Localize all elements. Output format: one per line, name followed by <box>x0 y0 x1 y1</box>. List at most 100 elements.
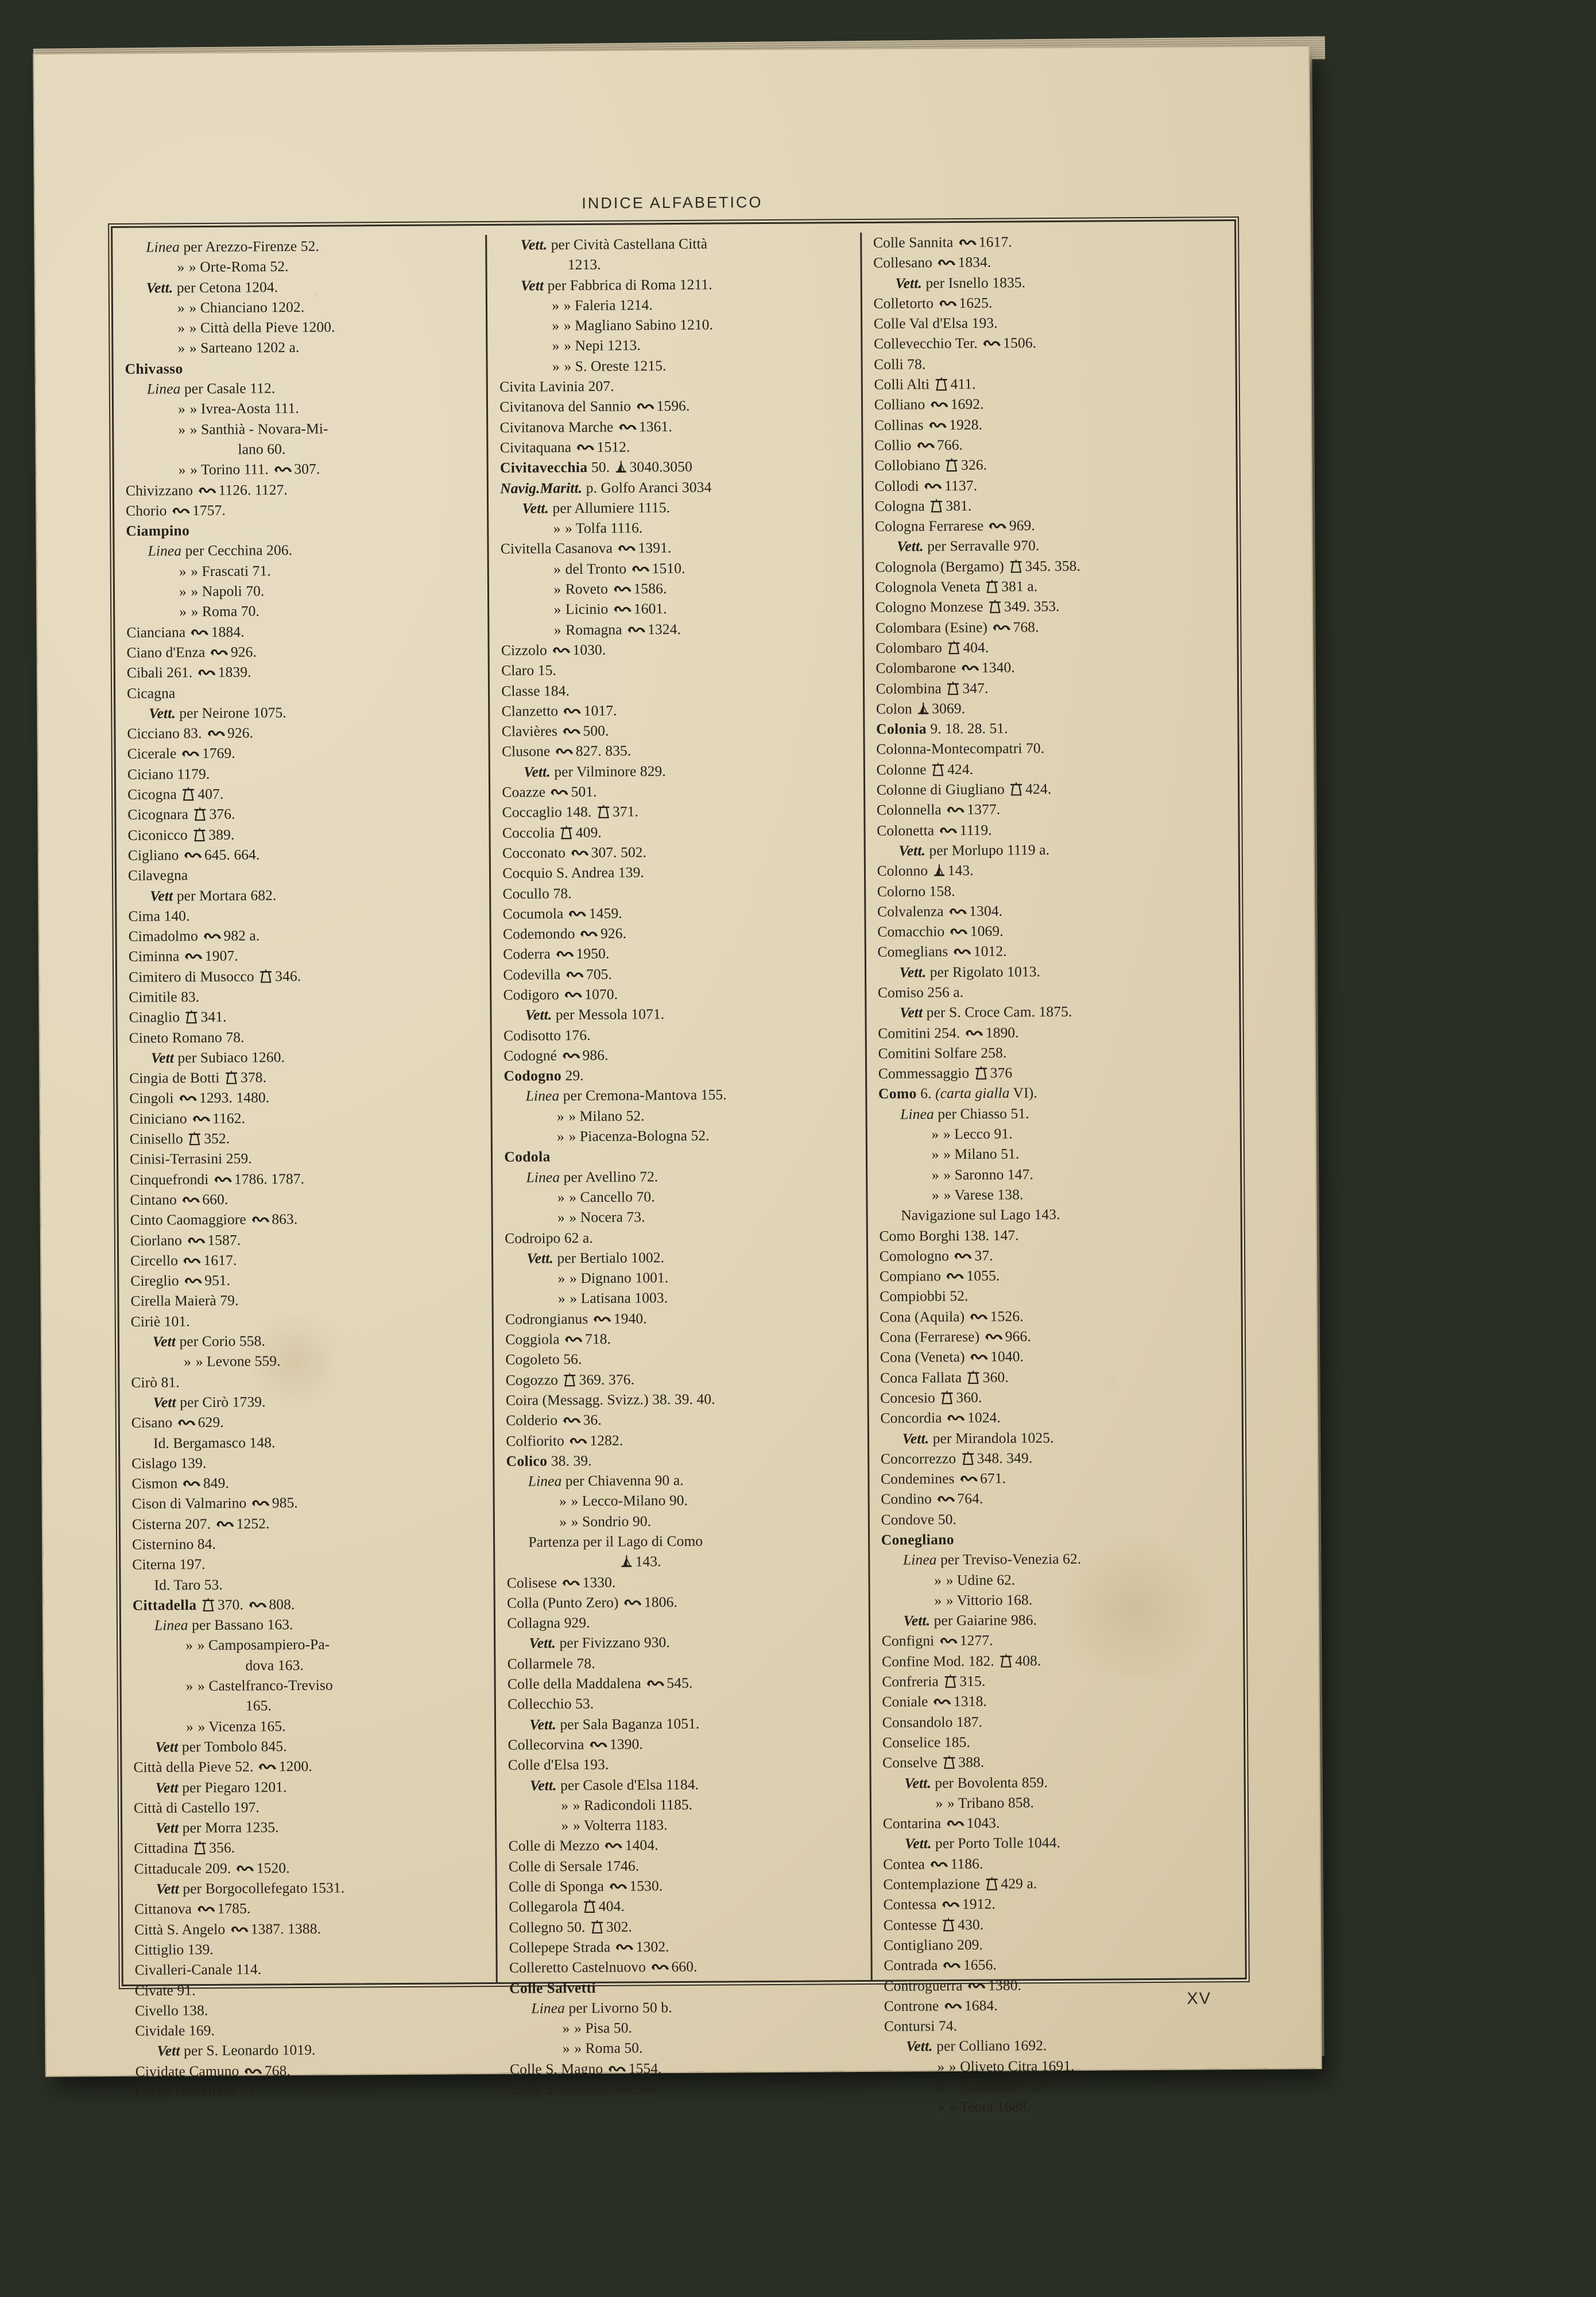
posthorn-icon <box>187 1236 205 1246</box>
posthorn-icon <box>207 729 225 739</box>
entry-text: » <box>931 1126 939 1143</box>
entry-text: » <box>559 1513 567 1530</box>
entry-text: per Mortara 682. <box>173 886 277 904</box>
entry-text: 1252. <box>236 1515 270 1532</box>
index-entry: Vett. per Porto Tolle 1044. <box>883 1832 1237 1854</box>
entry-text: » Varese 138. <box>939 1186 1024 1204</box>
index-entry: Codogné 986. <box>503 1043 857 1066</box>
posthorn-icon <box>563 1416 580 1426</box>
entry-text: 1282. <box>590 1432 623 1449</box>
index-entry: Codisotto 176. <box>503 1023 857 1046</box>
index-entry: Cisternino 84. <box>132 1532 486 1554</box>
entry-text: 660. <box>202 1190 228 1208</box>
entry-headword: Colonia <box>876 720 927 737</box>
index-entry: Vett per Mortara 682. <box>128 884 482 906</box>
entry-text: Vett. <box>906 2037 933 2055</box>
entry-text: Cona (Veneta) <box>880 1348 969 1366</box>
entry-text: Vett <box>520 276 544 294</box>
entry-text: 360. <box>982 1368 1009 1386</box>
posthorn-icon <box>983 339 1001 349</box>
tram-pylon-icon <box>259 969 272 983</box>
entry-text: Vett <box>900 1004 923 1021</box>
index-entry: Colle di Mezzo 1404. <box>509 1834 862 1857</box>
entry-text: » <box>561 1797 569 1814</box>
index-entry: Coccolia 409. <box>502 821 856 843</box>
tram-pylon-icon <box>946 458 958 472</box>
entry-text: » Roma 50. <box>570 2039 643 2057</box>
entry-text: » <box>562 2040 570 2057</box>
entry-text: Clavières <box>501 722 561 740</box>
index-entry: » » Magliano Sabino 1210. <box>499 314 853 336</box>
index-entry: » » Tribano 858. <box>882 1791 1236 1813</box>
entry-text: Conca Fallata <box>880 1368 966 1386</box>
entry-text: Codogné <box>503 1047 561 1064</box>
posthorn-icon <box>609 2064 626 2074</box>
index-entry: Comiso 256 a. <box>878 980 1231 1003</box>
index-entry: Civitavecchia 50. 3040.3050 <box>500 455 854 478</box>
entry-text: Ciano d'Enza <box>126 643 210 661</box>
entry-text: » <box>556 1107 564 1125</box>
index-entry: » » Torino 111. 307. <box>126 458 479 480</box>
posthorn-icon <box>627 625 645 635</box>
entry-text: 671. <box>979 1470 1006 1487</box>
entry-text: 424. <box>947 760 974 778</box>
entry-text: Colle di Sersale 1746. <box>508 1857 640 1875</box>
posthorn-icon <box>942 1900 960 1910</box>
index-entry: » Roveto 1586. <box>501 577 854 600</box>
entry-text: Vett <box>152 1333 176 1350</box>
posthorn-icon <box>619 422 636 432</box>
entry-text: Codrongianus <box>505 1310 592 1328</box>
entry-text: Chorio <box>126 502 171 519</box>
entry-text: » <box>937 2058 945 2075</box>
entry-text: Cologna Ferrarese <box>874 517 987 535</box>
posthorn-icon <box>947 805 964 815</box>
entry-text: Vett. <box>529 1634 556 1652</box>
index-entry: Cittadina 356. <box>134 1836 487 1859</box>
index-entry: Cividale 169. <box>135 2018 489 2041</box>
entry-text: Codigoro <box>503 986 563 1003</box>
tram-pylon-icon <box>940 1391 953 1405</box>
entry-text: Licinio <box>561 601 612 618</box>
entry-text: Colleretto Castelnuovo <box>509 1958 650 1977</box>
entry-text: 1070. <box>584 985 618 1003</box>
posthorn-icon <box>933 1697 951 1707</box>
posthorn-icon <box>949 907 967 917</box>
entry-text: » Napoli 70. <box>187 582 265 600</box>
entry-text: Colombina <box>876 679 946 697</box>
index-entry: Como 6. (carta gialla VI). <box>878 1082 1232 1104</box>
entry-text: Partenza per il Lago di Como <box>528 1532 703 1550</box>
posthorn-icon <box>637 402 654 412</box>
entry-text: 404. <box>963 639 989 656</box>
entry-text: 38. 39. <box>547 1452 592 1470</box>
entry-text: » Milano 51. <box>939 1145 1020 1163</box>
entry-text: Cicognara <box>127 806 192 823</box>
posthorn-icon <box>954 947 971 957</box>
posthorn-icon <box>192 1114 210 1124</box>
entry-text: 369. 376. <box>579 1371 635 1388</box>
entry-text: Navig.Maritt. <box>500 479 583 497</box>
entry-text: 1839. <box>218 663 251 681</box>
entry-text: Cicerale <box>127 745 181 763</box>
index-entry: Como Borghi 138. 147. <box>879 1224 1233 1246</box>
entry-text: 1625. <box>959 294 993 311</box>
entry-text: Vett. <box>529 1776 557 1794</box>
posthorn-icon <box>993 622 1010 633</box>
entry-text: Ciriè 101. <box>130 1312 190 1330</box>
entry-text: 1330. <box>582 1573 616 1591</box>
entry-text: Codisotto 176. <box>503 1026 591 1044</box>
posthorn-icon <box>624 1598 642 1608</box>
entry-text: per Cirò 1739. <box>176 1393 266 1411</box>
index-entry: Vett per Tombolo 845. <box>133 1735 487 1757</box>
index-entry: Vett. per Cività Castellana Città <box>499 233 853 255</box>
entry-text: per Messola 1071. <box>552 1006 665 1023</box>
index-entry: Cisano 629. <box>131 1410 485 1433</box>
tram-pylon-icon <box>930 499 943 513</box>
posthorn-icon <box>924 481 942 492</box>
index-entry: Colle S. Magno 1554. <box>510 2057 863 2079</box>
entry-text: Cittiglio 139. <box>134 1940 214 1958</box>
index-entry: » » Faleria 1214. <box>499 293 853 316</box>
entry-text: Vett <box>157 2042 180 2059</box>
entry-text: Vett. <box>522 500 549 517</box>
entry-text: per Cività Castellana Città <box>547 235 708 253</box>
entry-text: Condino <box>881 1490 936 1508</box>
